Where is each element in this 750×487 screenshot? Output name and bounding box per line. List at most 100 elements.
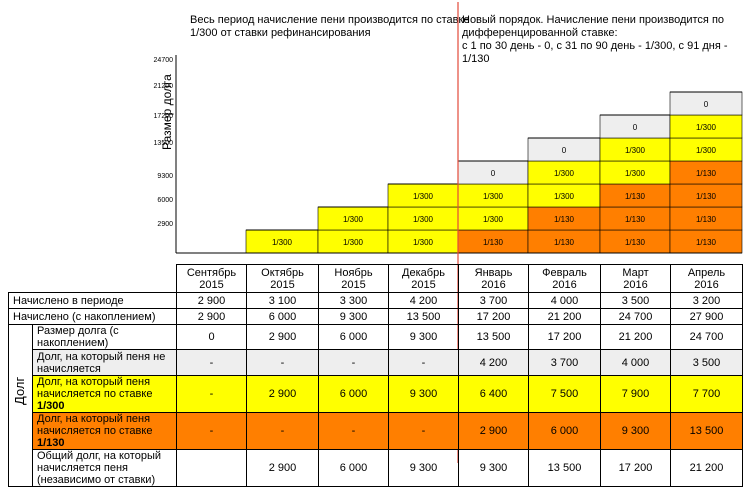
chart-segment-label: 1/130 (625, 192, 646, 201)
table-cell: 0 (176, 324, 247, 350)
debt-row-label: Долг, на который пеня не начисляется (32, 349, 177, 376)
table-cell: 27 900 (670, 308, 743, 325)
caption-old-procedure: Весь период начисление пени производится… (190, 14, 470, 39)
table-cell: 24 700 (670, 324, 743, 350)
chart-segment-label: 1/300 (343, 215, 364, 224)
table-cell: 6 000 (528, 412, 601, 450)
table-cell: 6 000 (318, 449, 389, 487)
chart-segment-label: 1/130 (696, 192, 717, 201)
table-cell: 3 300 (318, 292, 389, 309)
table-cell: 2 900 (246, 324, 319, 350)
table-row-label: Начислено в периоде (8, 292, 177, 309)
chart-segment-label: 1/300 (625, 146, 646, 155)
debt-table: Сентябрь 2015 Октябрь 2015 Ноябрь 2015 Дека… (8, 264, 743, 487)
table-cell: 13 500 (670, 412, 743, 450)
table-cell: 3 200 (670, 292, 743, 309)
table-month-header: Апрель 2016 (670, 264, 743, 293)
table-cell: 9 300 (600, 412, 671, 450)
table-cell: 17 200 (528, 324, 601, 350)
chart-segment-label: 1/130 (554, 215, 575, 224)
table-cell: 4 200 (458, 349, 529, 376)
y-tick-label: 17200 (154, 113, 174, 120)
table-cell: 4 000 (528, 292, 601, 309)
table-cell: 13 500 (528, 449, 601, 487)
debt-row-label: Долг, на который пеня начисляется по ста… (32, 412, 177, 450)
chart-segment-label: 1/130 (483, 238, 504, 247)
table-month-header: Ноябрь 2015 (318, 264, 389, 293)
debt-row-label: Долг, на который пеня начисляется по ста… (32, 375, 177, 413)
table-cell: 2 900 (176, 292, 247, 309)
y-tick-label: 2900 (157, 221, 173, 228)
y-tick-label: 13500 (154, 140, 174, 147)
chart-segment-label: 0 (562, 146, 567, 155)
table-cell: - (246, 412, 319, 450)
chart-segment-label: 1/130 (696, 215, 717, 224)
chart-segment-label: 1/300 (483, 192, 504, 201)
table-row-label: Начислено (с накоплением) (8, 308, 177, 325)
table-cell: 2 900 (246, 375, 319, 413)
table-cell: 9 300 (318, 308, 389, 325)
chart-segment-label: 1/130 (625, 238, 646, 247)
chart-segment-label: 1/130 (696, 169, 717, 178)
table-cell (176, 449, 247, 487)
y-tick-label: 9300 (157, 173, 173, 180)
table-month-header: Январь 2016 (458, 264, 529, 293)
y-tick-label: 21200 (154, 83, 174, 90)
table-cell: 17 200 (458, 308, 529, 325)
table-cell: 4 000 (600, 349, 671, 376)
table-cell: - (318, 412, 389, 450)
table-cell: 7 500 (528, 375, 601, 413)
table-cell: - (246, 349, 319, 376)
table-cell: 7 700 (670, 375, 743, 413)
table-cell: 21 200 (670, 449, 743, 487)
table-cell: 21 200 (600, 324, 671, 350)
chart-segment-label: 1/130 (625, 215, 646, 224)
table-month-header: Февраль 2016 (528, 264, 601, 293)
chart-segment-label: 1/300 (413, 238, 434, 247)
table-cell: 2 900 (176, 308, 247, 325)
table-cell: 6 000 (318, 375, 389, 413)
table-month-header: Октябрь 2015 (246, 264, 319, 293)
y-tick-label: 24700 (154, 57, 174, 64)
table-cell: 3 100 (246, 292, 319, 309)
table-cell: 9 300 (388, 375, 459, 413)
table-cell: 4 200 (388, 292, 459, 309)
table-cell: - (176, 375, 247, 413)
chart-segment-label: 1/300 (696, 146, 717, 155)
table-cell: 13 500 (458, 324, 529, 350)
table-cell: - (388, 349, 459, 376)
chart-segment-label: 1/130 (554, 238, 575, 247)
table-cell: 6 000 (318, 324, 389, 350)
chart-segment-label: 1/300 (696, 123, 717, 132)
chart-segment-label: 0 (633, 123, 638, 132)
table-cell: - (388, 412, 459, 450)
table-cell: - (176, 412, 247, 450)
table-month-header: Декабрь 2015 (388, 264, 459, 293)
chart-segment-label: 0 (704, 100, 709, 109)
chart-segment-label: 1/300 (272, 238, 293, 247)
table-cell: 7 900 (600, 375, 671, 413)
debt-row-label: Общий долг, на который начисляется пеня … (32, 449, 177, 487)
table-cell: 2 900 (246, 449, 319, 487)
table-cell: 9 300 (388, 449, 459, 487)
table-cell: 13 500 (388, 308, 459, 325)
chart-segment-label: 1/300 (413, 192, 434, 201)
table-cell: 9 300 (388, 324, 459, 350)
chart-segment-label: 1/300 (554, 192, 575, 201)
table-cell: 9 300 (458, 449, 529, 487)
table-corner (8, 264, 177, 293)
chart-segment-label: 1/300 (343, 238, 364, 247)
table-cell: 6 000 (246, 308, 319, 325)
table-cell: - (176, 349, 247, 376)
table-month-header: Март 2016 (600, 264, 671, 293)
table-cell: 3 700 (458, 292, 529, 309)
penalty-chart-page: Весь период начисление пени производится… (8, 2, 743, 487)
table-cell: 3 700 (528, 349, 601, 376)
debt-group-cell (8, 324, 33, 487)
table-cell: 2 900 (458, 412, 529, 450)
table-cell: 24 700 (600, 308, 671, 325)
caption-new-procedure: Новый порядок. Начисление пени производи… (462, 14, 728, 65)
chart-segment-label: 1/300 (413, 215, 434, 224)
chart-segment-label: 1/300 (483, 215, 504, 224)
table-month-header: Сентябрь 2015 (176, 264, 247, 293)
